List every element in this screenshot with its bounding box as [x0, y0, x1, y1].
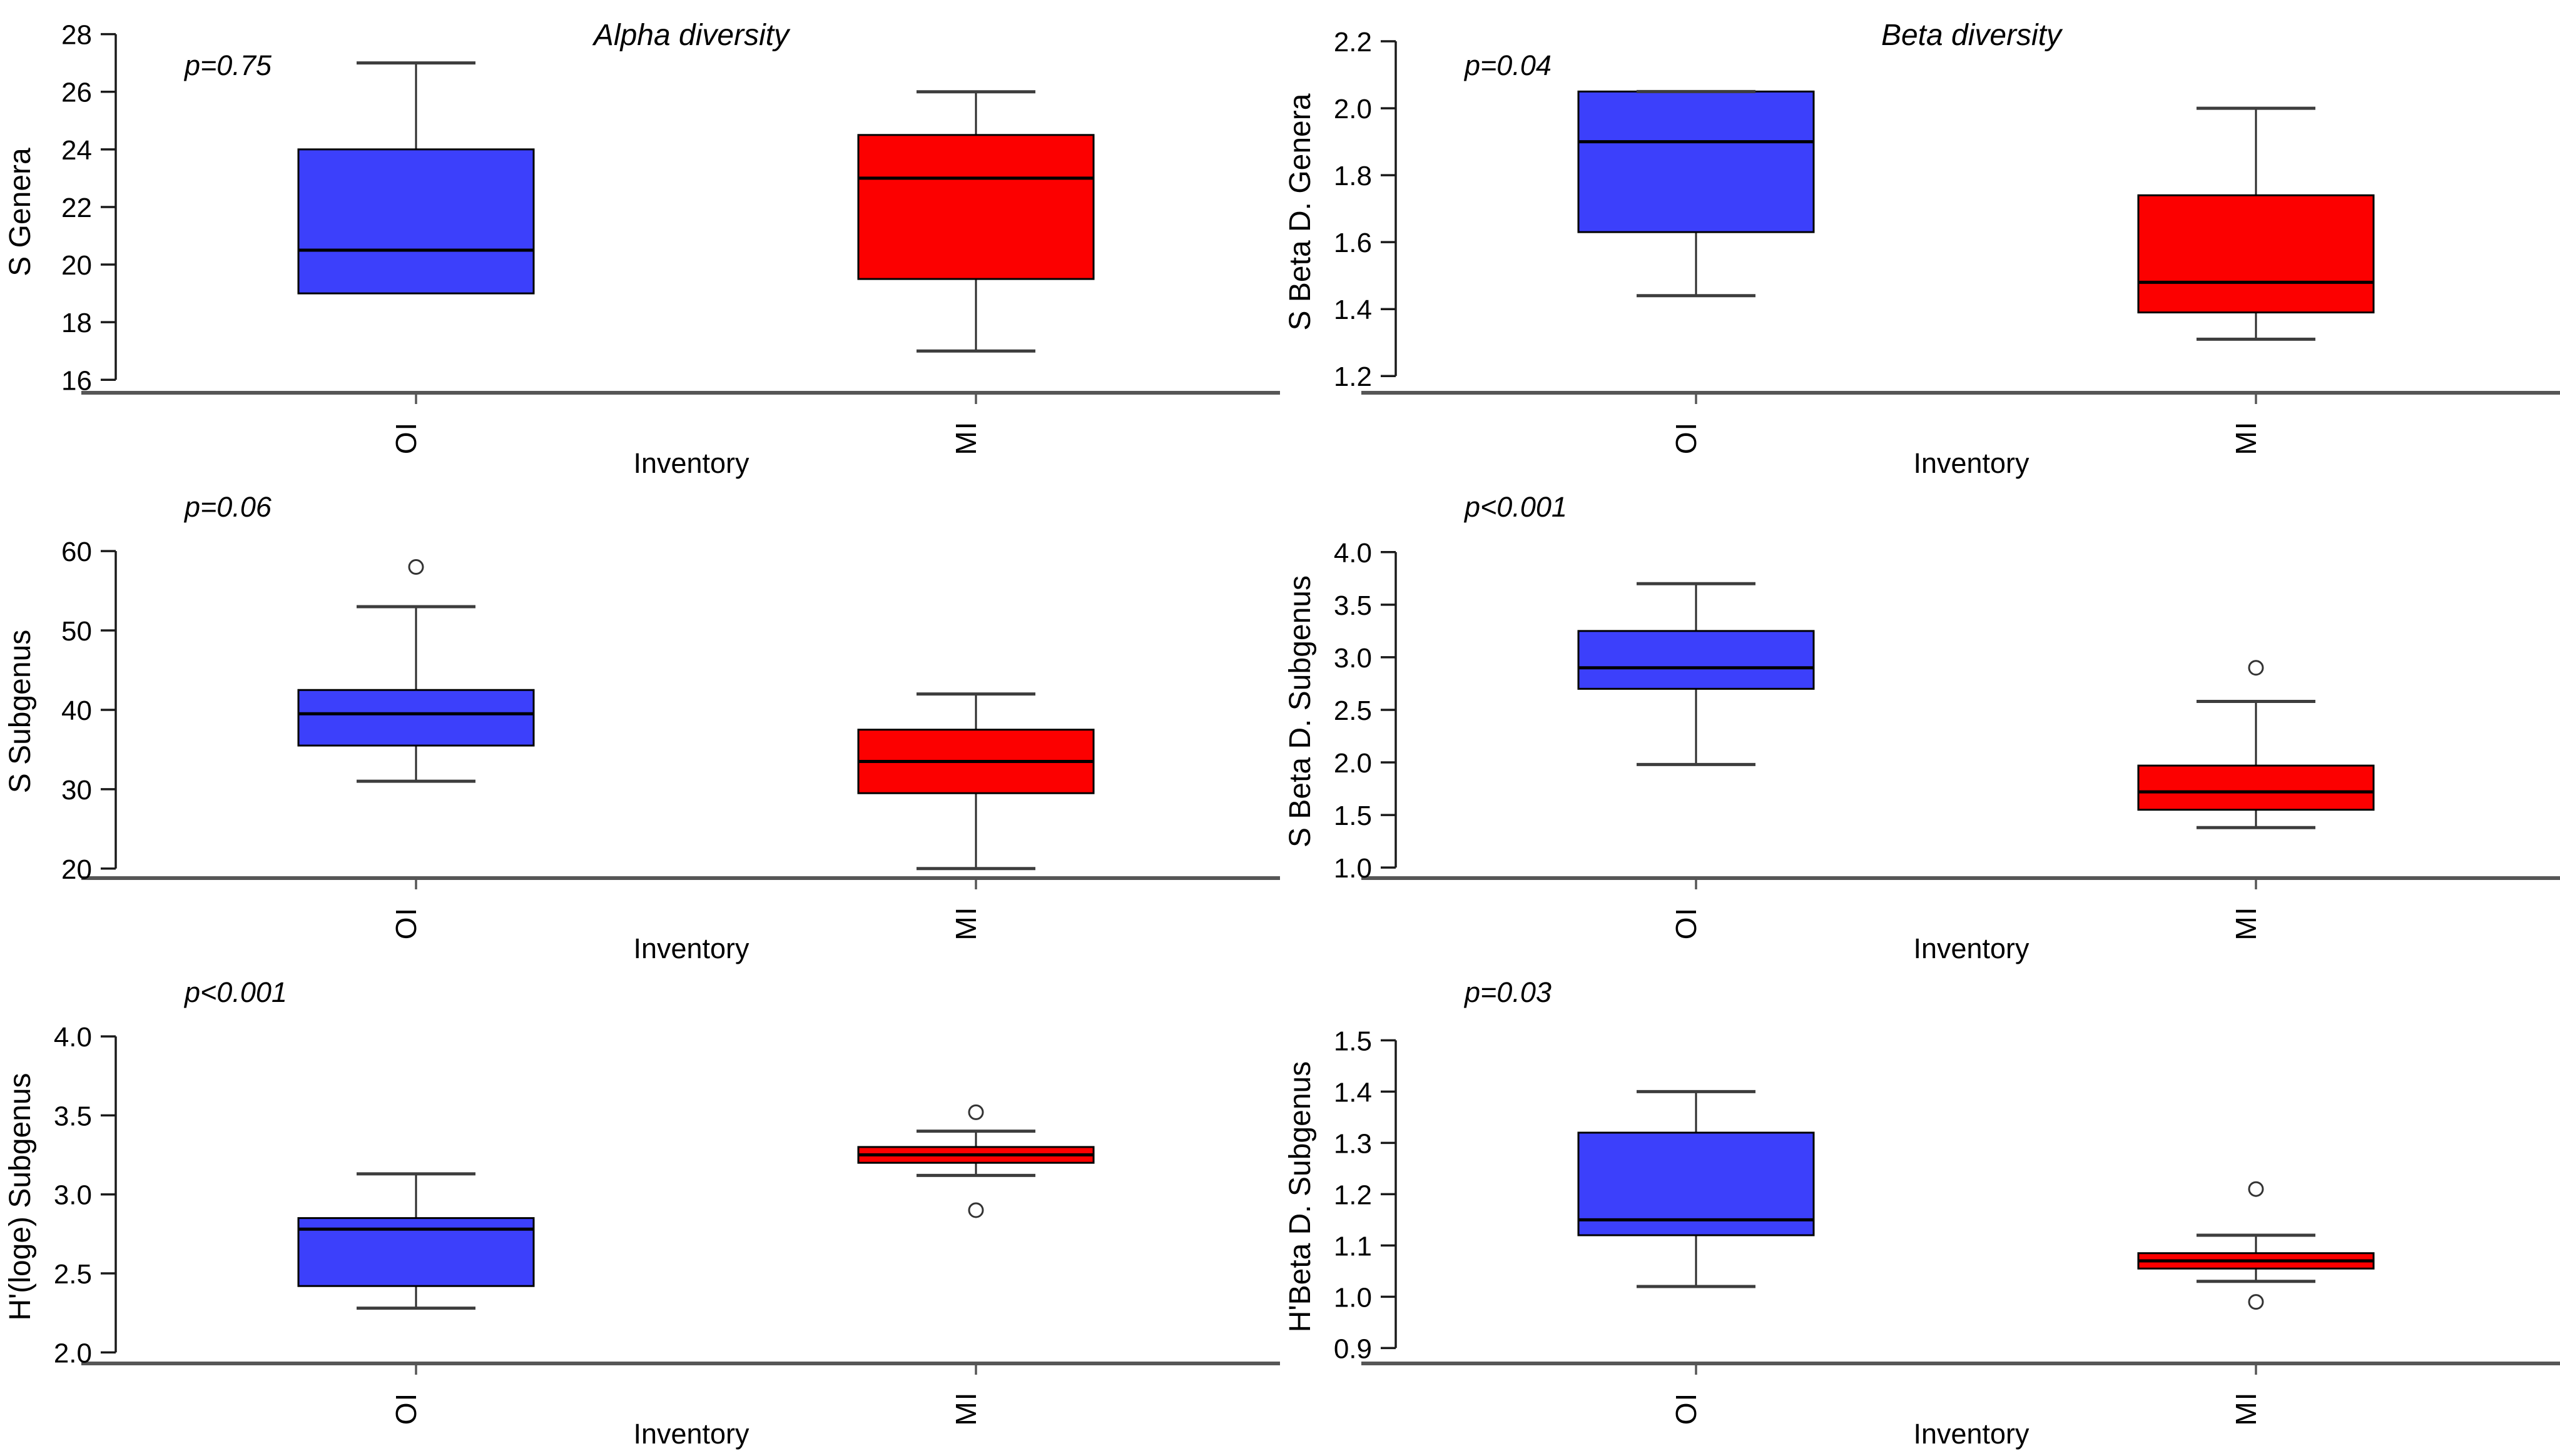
boxplot-svg-h-beta-subgenus: 0.9 1.0 1.1 1.2 1.3 1.4 1.5 OI MI p=0.03 H'Beta D.… [1284, 976, 2560, 1450]
box-mi [2137, 194, 2375, 314]
boxplot-svg-s-beta-genera: 1.2 1.4 1.6 1.8 2.0 2.2 OI MI Beta diversity p=0.… [1284, 19, 2560, 479]
y-tick-label: 1.8 [1334, 161, 1372, 191]
y-tick-label: 3.0 [54, 1180, 92, 1211]
y-tick-label: 1.0 [1334, 1282, 1372, 1313]
y-tick-label: 2.5 [54, 1259, 92, 1290]
x-category-label: OI [390, 907, 422, 940]
y-tick-label: 1.4 [1334, 1077, 1372, 1108]
outlier-point [968, 1104, 984, 1120]
box-oi [1577, 90, 1815, 233]
boxplot-svg-h-loge-subgenus: 2.0 2.5 3.0 3.5 4.0 OI MI p<0.001 H'(loge) Subge… [4, 976, 1280, 1450]
box-mi [2137, 764, 2375, 811]
x-category-label: MI [2230, 906, 2262, 940]
x-category-label: OI [390, 1392, 422, 1425]
x-category-label: MI [2230, 420, 2262, 455]
boxplot-svg-s-subgenus: 20 30 40 50 60 OI MI p=0.06 S Subgenus Inventory [4, 491, 1280, 964]
y-axis-title: S Beta D. Subgenus [1284, 575, 1317, 847]
x-category-label: OI [1670, 1392, 1702, 1425]
panel-beta-h-subgenus: 0.9 1.0 1.1 1.2 1.3 1.4 1.5 OI MI p=0.03 H'Beta D.… [1280, 971, 2560, 1456]
outlier-point [2248, 1294, 2264, 1310]
y-tick-label: 20 [61, 854, 92, 885]
x-axis-title: Inventory [633, 447, 749, 479]
p-value-label: p=0.04 [1463, 49, 1552, 81]
y-tick-label: 20 [61, 250, 92, 281]
outlier-point [2248, 660, 2264, 676]
p-value-label: p<0.001 [1463, 491, 1567, 523]
x-category-label: OI [390, 422, 422, 455]
p-value-label: p=0.75 [183, 49, 272, 81]
y-tick-label: 1.4 [1334, 295, 1372, 325]
panel-alpha-s-genera: 16 18 20 22 24 26 28 OI MI Alpha diversity p=0.75 S… [0, 0, 1280, 485]
y-tick-label: 2.0 [1334, 748, 1372, 779]
y-tick-label: 16 [61, 365, 92, 396]
y-tick-label: 30 [61, 775, 92, 806]
y-axis-title: S Beta D. Genera [1284, 93, 1317, 330]
outlier-point [408, 559, 424, 575]
y-tick-label: 40 [61, 695, 92, 726]
p-value-label: p<0.001 [183, 976, 287, 1008]
x-category-label: OI [1670, 422, 1702, 455]
y-tick-label: 2.0 [1334, 94, 1372, 124]
y-tick-label: 22 [61, 193, 92, 223]
box-oi [1577, 1131, 1815, 1236]
outlier-point [968, 1202, 984, 1218]
panel-alpha-s-subgenus: 20 30 40 50 60 OI MI p=0.06 S Subgenus Inventory [0, 485, 1280, 971]
y-tick-label: 1.2 [1334, 361, 1372, 392]
box-mi [857, 134, 1095, 280]
y-tick-label: 60 [61, 537, 92, 567]
y-tick-label: 3.5 [54, 1101, 92, 1131]
x-axis-title: Inventory [1913, 1418, 2029, 1450]
y-tick-label: 3.0 [1334, 643, 1372, 674]
box-oi [1577, 630, 1815, 690]
y-tick-label: 1.3 [1334, 1128, 1372, 1159]
y-tick-label: 1.6 [1334, 228, 1372, 258]
p-value-label: p=0.06 [183, 491, 272, 523]
y-axis-title: H'(loge) Subgenus [4, 1073, 37, 1320]
y-tick-label: 0.9 [1334, 1333, 1372, 1364]
y-tick-label: 2.0 [54, 1338, 92, 1368]
y-tick-label: 3.5 [1334, 590, 1372, 621]
y-axis-title: S Subgenus [4, 630, 37, 794]
y-tick-label: 28 [61, 20, 92, 51]
x-axis-title: Inventory [1913, 933, 2029, 964]
y-tick-label: 50 [61, 616, 92, 647]
outlier-point [2248, 1181, 2264, 1197]
x-category-label: OI [1670, 907, 1702, 940]
y-axis-title: S Genera [4, 148, 37, 276]
panel-alpha-h-subgenus: 2.0 2.5 3.0 3.5 4.0 OI MI p<0.001 H'(loge) Subge… [0, 971, 1280, 1456]
x-axis-title: Inventory [1913, 447, 2029, 479]
y-tick-label: 1.1 [1334, 1231, 1372, 1261]
panel-beta-s-genera: 1.2 1.4 1.6 1.8 2.0 2.2 OI MI Beta diversity p=0.… [1280, 0, 2560, 485]
box-oi [297, 689, 535, 747]
x-category-label: MI [950, 1391, 982, 1425]
x-axis-title: Inventory [633, 933, 749, 964]
y-tick-label: 26 [61, 78, 92, 108]
x-category-label: MI [950, 420, 982, 455]
boxplot-svg-s-genera: 16 18 20 22 24 26 28 OI MI Alpha diversity p=0.75 S… [4, 19, 1280, 479]
y-tick-label: 24 [61, 135, 92, 166]
box-oi [297, 148, 535, 295]
y-tick-label: 2.2 [1334, 27, 1372, 58]
x-axis-title: Inventory [633, 1418, 749, 1450]
y-tick-label: 1.5 [1334, 801, 1372, 831]
panel-title: Alpha diversity [592, 19, 791, 52]
y-tick-label: 18 [61, 308, 92, 338]
x-category-label: MI [950, 906, 982, 940]
panel-title: Beta diversity [1881, 19, 2063, 52]
p-value-label: p=0.03 [1463, 976, 1552, 1008]
y-tick-label: 4.0 [1334, 538, 1372, 569]
y-tick-label: 1.0 [1334, 853, 1372, 884]
y-tick-label: 2.5 [1334, 695, 1372, 726]
y-tick-label: 1.2 [1334, 1180, 1372, 1210]
x-category-label: MI [2230, 1391, 2262, 1425]
boxplot-svg-s-beta-subgenus: 1.0 1.5 2.0 2.5 3.0 3.5 4.0 OI MI p<0.001 S Beta D… [1284, 491, 2560, 964]
panel-beta-s-subgenus: 1.0 1.5 2.0 2.5 3.0 3.5 4.0 OI MI p<0.001 S Beta D… [1280, 485, 2560, 971]
y-axis-title: H'Beta D. Subgenus [1284, 1061, 1317, 1332]
y-tick-label: 4.0 [54, 1022, 92, 1053]
y-tick-label: 1.5 [1334, 1026, 1372, 1056]
